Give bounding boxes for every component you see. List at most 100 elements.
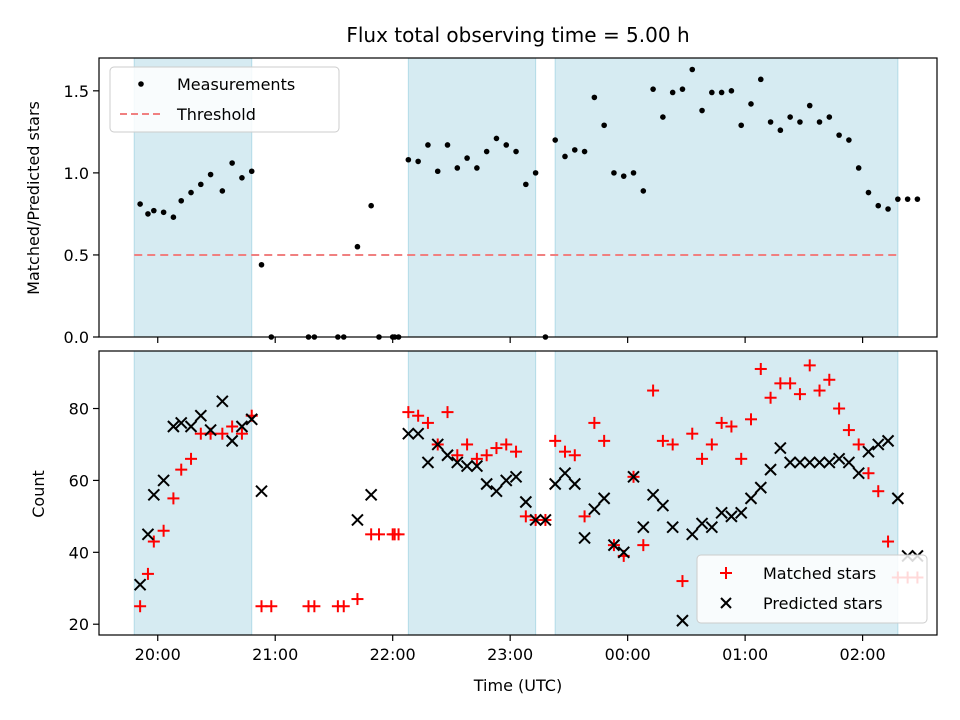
x-stroke: [167, 420, 180, 433]
predicted-stars-point: [617, 546, 630, 559]
matched-stars-point: [510, 445, 523, 458]
matched-stars-point: [549, 434, 562, 447]
predicted-stars-point: [216, 395, 229, 408]
matched-stars-point: [441, 406, 454, 419]
matched-stars-point: [803, 359, 816, 372]
x-stroke: [558, 467, 572, 480]
top-panel-y-axis-label: Matched/Predicted stars: [24, 101, 43, 295]
matched-stars-point: [235, 427, 248, 440]
measurements-point: [709, 89, 715, 96]
bottom-panel-legend: Matched stars Predicted stars: [696, 554, 928, 624]
measurements-point: [611, 170, 617, 176]
measurements-point: [493, 135, 500, 142]
matched-stars-point: [372, 528, 385, 541]
predicted-stars-point: [695, 517, 709, 530]
predicted-stars-point: [568, 477, 581, 491]
predicted-stars-point: [364, 488, 378, 502]
x-stroke: [175, 416, 188, 430]
predicted-stars-point: [686, 528, 699, 541]
predicted-stars-point: [754, 481, 767, 494]
matched-stars-point: [735, 452, 748, 465]
y-tick-label: 80: [69, 400, 89, 419]
measurements-point: [368, 202, 374, 209]
predicted-stars-point: [500, 474, 513, 487]
measurements-point: [865, 189, 872, 196]
measurements-point: [464, 155, 470, 161]
predicted-stars-point: [167, 420, 180, 433]
predicted-stars-point: [539, 513, 552, 527]
bottom-panel-y-axis-label: Count: [29, 470, 48, 518]
measurements-point: [748, 101, 754, 107]
x-stroke: [803, 456, 816, 469]
predicted-stars-point: [607, 538, 621, 552]
x-stroke: [539, 513, 552, 527]
predicted-stars-point: [133, 578, 147, 591]
measurements-point: [239, 175, 245, 181]
y-tick-label: 20: [69, 615, 89, 634]
x-stroke: [411, 427, 425, 440]
matched-stars-point: [392, 528, 405, 541]
measurements-point: [207, 171, 214, 178]
x-stroke: [881, 434, 895, 448]
x-tick-label: 21:00: [252, 645, 298, 664]
predicted-stars-point: [656, 499, 670, 512]
predicted-stars-point: [734, 506, 748, 519]
predicted-stars-point: [558, 467, 572, 480]
measurements-point: [591, 94, 598, 101]
predicted-stars-point: [666, 520, 679, 534]
measurements-point: [630, 170, 637, 176]
matched-stars-point: [558, 445, 571, 458]
matched-stars-point: [265, 600, 278, 613]
x-tick-label: 02:00: [840, 645, 886, 664]
predicted-stars-point: [431, 438, 444, 451]
predicted-stars-point: [588, 502, 601, 516]
predicted-stars-point: [813, 456, 826, 469]
measurements-point: [354, 243, 361, 250]
predicted-stars-point: [235, 420, 249, 433]
matched-stars-point: [725, 420, 738, 433]
matched-stars-point: [351, 593, 364, 606]
measurements-point: [914, 196, 921, 202]
matched-stars-point: [764, 391, 777, 404]
bottom-legend-box: [696, 554, 928, 624]
measurements-point: [562, 153, 568, 160]
matched-stars-point: [134, 600, 147, 613]
bottom-panel-marks: [133, 359, 924, 627]
matched-stars-point: [882, 535, 895, 548]
bottom-panel-y-axis: 20 40 60 80: [69, 400, 99, 634]
measurements-point: [454, 165, 461, 171]
x-stroke: [597, 492, 611, 505]
matched-stars-point: [308, 600, 321, 613]
predicted-stars-point: [862, 445, 875, 458]
x-stroke: [842, 456, 856, 469]
x-stroke: [686, 528, 699, 541]
predicted-stars-point: [676, 614, 689, 627]
predicted-stars-point: [351, 513, 364, 527]
predicted-stars-point: [451, 456, 464, 469]
predicted-stars-point: [725, 510, 738, 523]
measurements-legend-marker: [138, 81, 144, 87]
predicted-stars-point: [204, 423, 217, 437]
predicted-stars-point: [255, 484, 268, 498]
x-stroke: [490, 484, 503, 498]
matched-stars-point: [784, 377, 797, 390]
bottom-panel-frame: [98, 350, 938, 636]
x-tick-label: 22:00: [370, 645, 416, 664]
x-stroke: [646, 488, 660, 502]
measurements-point: [757, 76, 764, 83]
y-tick-label: 0.5: [64, 246, 89, 265]
predicted-stars-point: [881, 434, 895, 448]
matched-stars-point: [451, 449, 464, 462]
x-stroke: [715, 506, 728, 519]
x-stroke: [783, 456, 797, 469]
matched-stars-point: [490, 442, 503, 455]
matched-stars-point: [705, 438, 718, 451]
x-stroke: [832, 452, 846, 466]
measurements-point: [885, 206, 891, 212]
x-stroke: [823, 456, 836, 469]
x-stroke: [862, 445, 875, 458]
matched-stars-point: [185, 452, 198, 465]
predicted-stars-point: [441, 449, 454, 462]
measurements-point: [855, 165, 862, 171]
predicted-legend-marker: [720, 597, 732, 609]
